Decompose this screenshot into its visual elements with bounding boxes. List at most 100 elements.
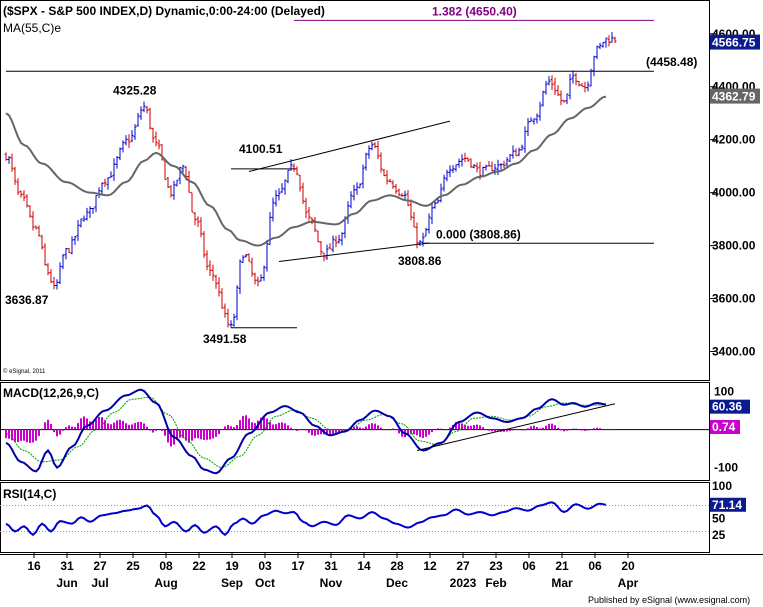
price-bar [217,277,221,297]
macd-value: 60.36 [712,400,742,414]
price-bar [25,194,29,208]
price-bar [484,164,488,171]
price-annotation: 4100.51 [239,142,283,156]
price-bar [499,163,503,170]
price-bar [82,215,86,222]
time-tick-day: 20 [621,559,635,573]
copyright-text: © eSignal, 2011 [3,368,46,375]
price-bar [415,222,419,249]
price-bar [112,158,116,181]
price-level-label: 1.382 (4650.40) [432,4,517,18]
price-bar [355,182,359,195]
price-bar [235,285,239,321]
price-bar [151,127,155,143]
price-bar [202,231,206,258]
price-level-label: (4458.48) [646,55,697,69]
hist-value-tag: 0.74 [710,420,740,434]
time-tick-day: 31 [324,559,338,573]
price-bar [229,320,233,328]
price-bar [154,131,158,147]
time-tick-month: Aug [154,576,177,590]
price-bar [181,164,185,173]
price-bar [502,160,506,169]
macd-tick-label: 100 [714,385,734,399]
price-bar [421,232,425,247]
time-tick-day: 14 [357,559,371,573]
time-tick-day: 17 [291,559,305,573]
price-bar [139,106,143,120]
price-bar [463,152,467,163]
price-bar [466,157,470,162]
time-tick-day: 31 [60,559,74,573]
price-bar [103,178,107,188]
price-bar [412,211,416,228]
price-bar [67,247,71,253]
macd-value-tag-bg [710,399,750,414]
price-bar [124,135,128,146]
price-bar [169,185,173,198]
time-tick-day: 06 [588,559,602,573]
ma-label: MA(55,C)e [3,21,61,35]
price-bar [307,206,311,221]
price-bar [175,179,179,187]
price-bar [244,254,248,258]
price-bar [133,124,137,140]
price-tick-label: 3600.00 [712,292,756,306]
price-bar [391,180,395,189]
time-tick-day: 03 [258,559,272,573]
price-bar [331,235,335,253]
rsi-panel: 100 50 25 [0,479,732,542]
time-tick-day: 12 [423,559,437,573]
price-bar [205,250,209,271]
price-bar [61,253,65,270]
price-bar [214,274,218,289]
rsi-title: RSI(14,C) [3,487,56,501]
price-bar [238,259,242,294]
price-bar [382,168,386,177]
price-annotations: 4325.28 4100.51 3636.87 3491.58 3808.86 [5,84,442,346]
price-bar [541,90,545,107]
price-bar [376,141,380,160]
price-bar [472,163,476,169]
hist-value: 0.74 [712,420,736,434]
price-bar [121,140,125,153]
price-bar [424,227,428,237]
price-bar [85,207,89,221]
price-bar [514,148,518,157]
price-bar [574,72,578,86]
price-bar [439,183,443,203]
price-annotation: 3636.87 [5,293,49,307]
price-bar [271,197,275,222]
time-tick-month: Sep [221,576,243,590]
price-bar [94,195,98,213]
price-bar [13,166,17,185]
price-bar [568,73,572,100]
price-tick-label: 3400.00 [712,345,756,359]
price-bar [397,188,401,197]
price-bar [565,93,569,105]
price-bar [370,141,374,151]
price-bar [583,81,587,93]
price-bar [73,236,77,246]
time-tick-month: Apr [618,576,639,590]
last-price-value: 4566.75 [712,36,756,50]
price-bar [58,262,62,284]
macd-panel: 100 -100 [0,385,738,475]
price-bar [547,76,551,86]
price-bar [136,113,140,127]
price-bar [571,70,575,84]
price-bar [490,161,494,172]
price-bar [517,147,521,157]
price-bar [451,165,455,173]
price-bar [172,180,176,200]
rsi-value: 71.14 [712,498,742,512]
price-bar [106,177,110,190]
price-bar [367,145,371,159]
price-bar [79,218,83,228]
price-bar [394,183,398,194]
price-panel-frame [0,0,710,381]
price-bar [298,174,302,192]
price-bar [10,153,14,172]
price-bar [220,288,224,309]
price-bar [508,153,512,163]
